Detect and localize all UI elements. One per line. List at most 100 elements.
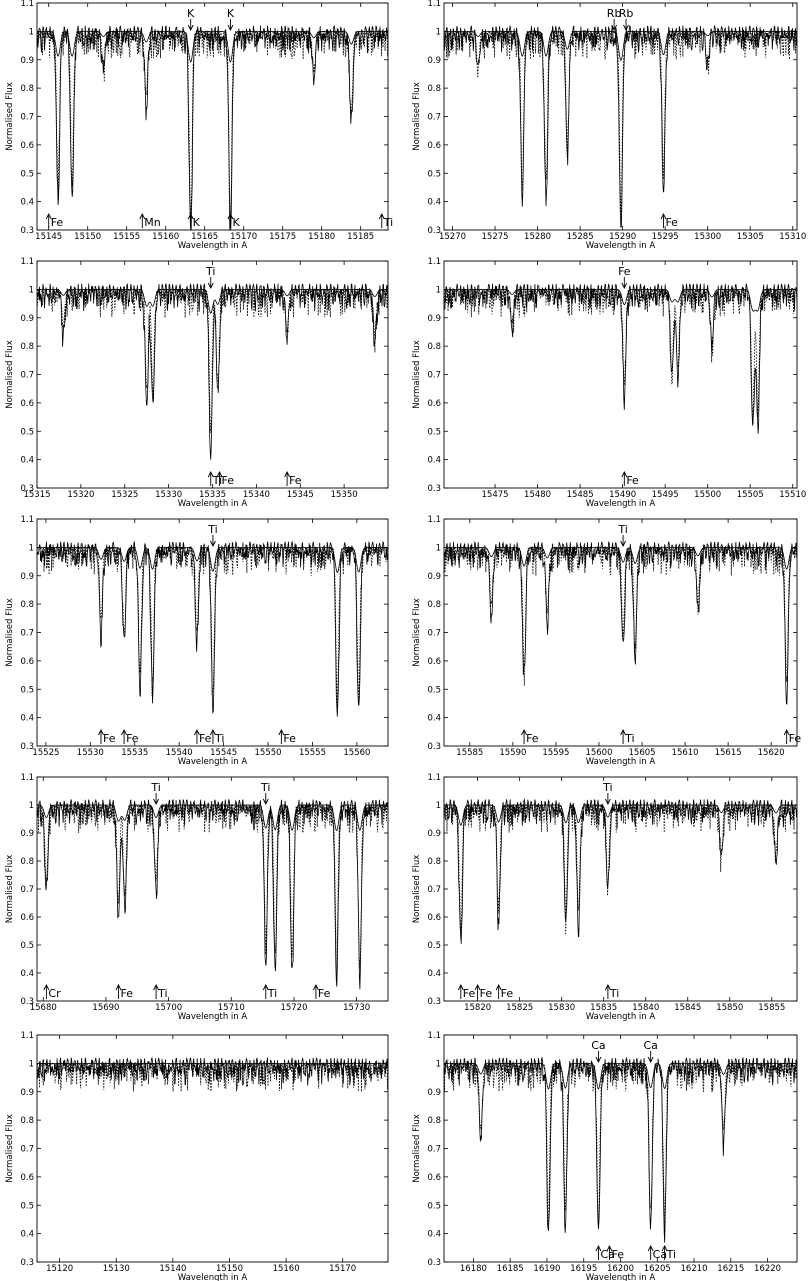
x-tick-label: 15345 bbox=[287, 490, 314, 500]
x-axis-label: Wavelength in A bbox=[586, 757, 656, 767]
bottom-line-label: Fe bbox=[318, 987, 331, 1000]
top-line-arrow bbox=[262, 793, 269, 806]
observed-spectrum-line bbox=[36, 282, 389, 460]
bottom-line-arrow bbox=[262, 983, 269, 999]
x-tick-label: 15540 bbox=[166, 748, 193, 758]
observed-spectrum-line bbox=[443, 283, 798, 434]
y-axis-label: Normalised Flux bbox=[5, 82, 15, 151]
y-tick-label: 0.9 bbox=[20, 572, 34, 582]
y-tick-label: 0.6 bbox=[427, 913, 441, 923]
x-tick-label: 16200 bbox=[607, 1264, 634, 1274]
bottom-line-label: Mn bbox=[144, 216, 160, 229]
x-tick-label: 15330 bbox=[155, 490, 182, 500]
observed-spectrum-line bbox=[443, 797, 798, 944]
y-tick-label: 0.7 bbox=[427, 371, 441, 381]
y-tick-label: 0.5 bbox=[20, 1201, 34, 1211]
x-tick-label: 15560 bbox=[343, 748, 370, 758]
bottom-line-arrow bbox=[43, 983, 50, 999]
y-tick-label: 0.3 bbox=[427, 484, 441, 494]
bottom-line-arrow bbox=[187, 212, 194, 228]
y-tick-label: 1 bbox=[436, 543, 441, 553]
bottom-line-arrow bbox=[495, 983, 502, 999]
x-tick-label: 15150 bbox=[216, 1264, 243, 1274]
y-tick-label: 0.6 bbox=[20, 913, 34, 923]
x-tick-label: 15155 bbox=[113, 232, 140, 242]
x-tick-label: 15825 bbox=[506, 1003, 533, 1013]
x-tick-label: 15295 bbox=[652, 232, 679, 242]
bottom-line-label: Ca bbox=[653, 1248, 667, 1261]
x-tick-label: 15585 bbox=[456, 748, 483, 758]
observed-spectrum-line bbox=[443, 24, 798, 228]
y-tick-label: 0.3 bbox=[427, 997, 441, 1007]
bottom-line-label: Fe bbox=[463, 987, 476, 1000]
y-tick-label: 0.9 bbox=[20, 1088, 34, 1098]
bottom-line-arrow bbox=[98, 728, 104, 744]
x-tick-label: 15320 bbox=[67, 490, 94, 500]
y-tick-label: 0.8 bbox=[20, 84, 34, 94]
top-line-label: Ti bbox=[150, 781, 160, 794]
x-tick-label: 15300 bbox=[694, 232, 721, 242]
observed-spectrum-line bbox=[443, 541, 798, 705]
y-tick-label: 0.7 bbox=[427, 1145, 441, 1155]
bottom-line-arrow bbox=[606, 1244, 613, 1260]
y-tick-label: 0.3 bbox=[20, 1258, 34, 1268]
top-line-label: Ti bbox=[260, 781, 270, 794]
y-tick-label: 0.8 bbox=[20, 342, 34, 352]
spectrum-panel-4: 0.3 0.4 0.5 0.6 0.7 0.8 0.9 1 1.1 15475 15480 15485… bbox=[412, 257, 806, 509]
y-tick-label: 1 bbox=[29, 1059, 34, 1069]
observed-spectrum-line bbox=[443, 1056, 798, 1243]
y-tick-label: 0.3 bbox=[20, 484, 34, 494]
x-tick-label: 15280 bbox=[524, 232, 551, 242]
x-axis-label: Wavelength in A bbox=[586, 499, 656, 509]
synthetic-spectrum-line bbox=[443, 287, 798, 425]
y-axis-label: Normalised Flux bbox=[5, 340, 15, 409]
bottom-line-label: Ti bbox=[157, 987, 167, 1000]
x-tick-label: 15145 bbox=[35, 232, 62, 242]
y-tick-label: 1.1 bbox=[20, 257, 34, 267]
x-tick-label: 15475 bbox=[482, 490, 509, 500]
x-tick-label: 15180 bbox=[308, 232, 335, 242]
observed-spectrum-line bbox=[36, 540, 389, 717]
x-tick-label: 15590 bbox=[499, 748, 526, 758]
bottom-line-arrow bbox=[284, 470, 290, 486]
x-axis-label: Wavelength in A bbox=[178, 757, 248, 767]
x-tick-label: 15170 bbox=[230, 232, 257, 242]
y-tick-label: 1.1 bbox=[20, 0, 34, 9]
y-axis-label: Normalised Flux bbox=[412, 340, 422, 409]
x-tick-label: 15500 bbox=[694, 490, 721, 500]
bottom-line-label: Ca bbox=[600, 1248, 614, 1261]
bottom-line-label: Ti bbox=[624, 732, 634, 745]
x-tick-label: 15185 bbox=[347, 232, 374, 242]
top-line-arrow bbox=[623, 19, 629, 32]
y-tick-label: 1 bbox=[436, 801, 441, 811]
y-axis-label: Normalised Flux bbox=[412, 598, 422, 667]
x-tick-label: 15315 bbox=[23, 490, 50, 500]
x-tick-label: 15490 bbox=[609, 490, 636, 500]
x-tick-label: 16220 bbox=[754, 1264, 781, 1274]
x-axis-label: Wavelength in A bbox=[178, 1012, 248, 1022]
model-spectrum-line bbox=[37, 804, 388, 832]
bottom-line-arrow bbox=[457, 983, 464, 999]
bottom-line-label: Ti bbox=[609, 987, 619, 1000]
spectrum-panel-7: 0.3 0.4 0.5 0.6 0.7 0.8 0.9 1 1.1 15680 15690 15700… bbox=[5, 773, 389, 1022]
bottom-line-label: Fe bbox=[222, 474, 235, 487]
y-tick-label: 0.8 bbox=[20, 857, 34, 867]
x-axis-label: Wavelength in A bbox=[178, 1273, 248, 1281]
x-axis-label: Wavelength in A bbox=[586, 241, 656, 251]
y-tick-label: 0.8 bbox=[20, 1116, 34, 1126]
spectrum-panel-2: 0.3 0.4 0.5 0.6 0.7 0.8 0.9 1 1.1 15270 15275 15280… bbox=[412, 0, 806, 251]
bottom-line-label: Fe bbox=[611, 1248, 624, 1261]
y-tick-label: 0.7 bbox=[427, 113, 441, 123]
bottom-line-arrow bbox=[378, 212, 385, 228]
y-tick-label: 0.3 bbox=[427, 742, 441, 752]
top-line-arrow bbox=[207, 277, 214, 290]
spectrum-panel-10: 0.3 0.4 0.5 0.6 0.7 0.8 0.9 1 1.1 16180 16185 16190… bbox=[412, 1031, 798, 1281]
y-tick-label: 0.6 bbox=[20, 399, 34, 409]
y-tick-label: 0.3 bbox=[20, 226, 34, 236]
y-tick-label: 0.5 bbox=[427, 1201, 441, 1211]
x-tick-label: 15130 bbox=[103, 1264, 130, 1274]
bottom-line-label: Fe bbox=[120, 987, 133, 1000]
bottom-line-label: Fe bbox=[283, 732, 296, 745]
spectrum-panel-9: 0.3 0.4 0.5 0.6 0.7 0.8 0.9 1 1.1 15120 15130 15140… bbox=[5, 1031, 389, 1281]
y-tick-label: 0.8 bbox=[427, 857, 441, 867]
